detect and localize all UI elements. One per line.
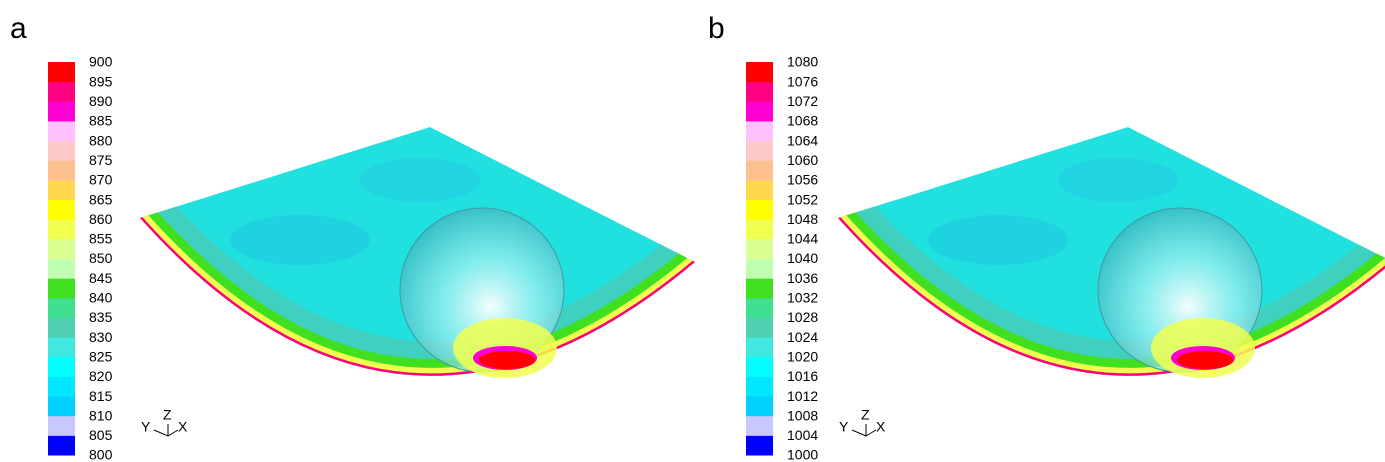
colorbar-band <box>48 121 75 141</box>
colorbar-band <box>746 219 773 239</box>
colorbar-tick-label: 820 <box>89 368 113 384</box>
colorbar-band <box>746 376 773 396</box>
colorbar-tick-label: 1024 <box>787 329 818 345</box>
colorbar-band <box>746 239 773 259</box>
axis-triad <box>154 424 178 436</box>
colorbar-tick-label: 1000 <box>787 447 818 462</box>
colorbar-band <box>48 259 75 279</box>
colorbar-band <box>48 101 75 121</box>
colorbar-band <box>48 278 75 298</box>
colorbar-band <box>48 141 75 161</box>
colorbar-tick-label: 885 <box>89 113 113 129</box>
colorbar-band <box>48 239 75 259</box>
colorbar-tick-label: 845 <box>89 270 113 286</box>
colorbar-band <box>746 435 773 455</box>
colorbar-tick-label: 1036 <box>787 270 818 286</box>
colorbar-band <box>48 160 75 180</box>
colorbar-tick-label: 1012 <box>787 388 818 404</box>
colorbar-tick-label: 1052 <box>787 191 818 207</box>
colorbar-tick-label: 1008 <box>787 407 818 423</box>
colorbar-band <box>48 376 75 396</box>
colorbar-band <box>746 396 773 416</box>
colorbar-tick-label: 875 <box>89 152 113 168</box>
colorbar-tick-label: 890 <box>89 93 113 109</box>
colorbar-tick-label: 1028 <box>787 309 818 325</box>
colorbar-tick-label: 1068 <box>787 113 818 129</box>
colorbar-tick-label: 855 <box>89 231 113 247</box>
colorbar-tick-label: 1032 <box>787 290 818 306</box>
axis-y-label: Y <box>839 419 849 435</box>
axis-z-label: Z <box>861 407 870 423</box>
colorbar-tick-label: 850 <box>89 250 113 266</box>
colorbar-tick-label: 1004 <box>787 427 818 443</box>
colorbar-tick-label: 860 <box>89 211 113 227</box>
colorbar-band <box>746 259 773 279</box>
colorbar-band <box>48 180 75 200</box>
axis-triad <box>852 424 876 436</box>
colorbar-band <box>746 317 773 337</box>
axis-y-label: Y <box>141 419 151 435</box>
colorbar-tick-label: 830 <box>89 329 113 345</box>
colorbar-band <box>746 82 773 102</box>
colorbar-tick-label: 1056 <box>787 172 818 188</box>
colorbar-band <box>48 219 75 239</box>
colorbar-band <box>746 357 773 377</box>
colorbar-band <box>746 180 773 200</box>
colorbar-band <box>746 160 773 180</box>
colorbar-tick-label: 810 <box>89 407 113 423</box>
colorbar-band <box>746 298 773 318</box>
colorbar-tick-label: 815 <box>89 388 113 404</box>
colorbar-band <box>48 62 75 82</box>
colorbar-tick-label: 870 <box>89 172 113 188</box>
colorbar-band <box>48 200 75 220</box>
colorbar-band <box>48 337 75 357</box>
colorbar-tick-label: 800 <box>89 447 113 462</box>
colorbar-tick-label: 1016 <box>787 368 818 384</box>
colorbar-tick-label: 1048 <box>787 211 818 227</box>
colorbar-band <box>746 337 773 357</box>
colorbar-tick-label: 895 <box>89 73 113 89</box>
contour-plot <box>838 127 1385 378</box>
contour-plot <box>140 127 695 378</box>
figure: a 800 805 810 815 820 825 830 835 840 845 850 855 860… <box>0 0 1385 462</box>
colorbar-band <box>48 396 75 416</box>
colorbar-tick-label: 1040 <box>787 250 818 266</box>
colorbar-band <box>48 357 75 377</box>
colorbar-tick-label: 1020 <box>787 348 818 364</box>
colorbar-tick-label: 865 <box>89 191 113 207</box>
colorbar-band <box>48 82 75 102</box>
colorbar-tick-label: 805 <box>89 427 113 443</box>
colorbar-tick-label: 1080 <box>787 54 818 70</box>
panel-label: b <box>708 12 725 45</box>
colorbar-band <box>746 141 773 161</box>
panel-label: a <box>10 12 27 45</box>
colorbar-tick-label: 835 <box>89 309 113 325</box>
colorbar-band <box>48 435 75 455</box>
colorbar-tick-label: 880 <box>89 132 113 148</box>
colorbar-band <box>746 101 773 121</box>
colorbar-tick-label: 825 <box>89 348 113 364</box>
colorbar-band <box>48 317 75 337</box>
colorbar-band <box>746 278 773 298</box>
colorbar-band <box>746 121 773 141</box>
colorbar-tick-label: 1076 <box>787 73 818 89</box>
colorbar-band <box>746 62 773 82</box>
axis-x-label: X <box>178 419 188 435</box>
colorbar-band <box>48 416 75 436</box>
colorbar-band <box>746 416 773 436</box>
colorbar-tick-label: 1072 <box>787 93 818 109</box>
colorbar-band <box>48 298 75 318</box>
colorbar-tick-label: 1064 <box>787 132 818 148</box>
colorbar-tick-label: 840 <box>89 290 113 306</box>
colorbar-tick-label: 900 <box>89 54 113 70</box>
colorbar-tick-label: 1044 <box>787 231 818 247</box>
axis-x-label: X <box>876 419 886 435</box>
axis-z-label: Z <box>163 407 172 423</box>
colorbar-tick-label: 1060 <box>787 152 818 168</box>
colorbar-band <box>746 200 773 220</box>
